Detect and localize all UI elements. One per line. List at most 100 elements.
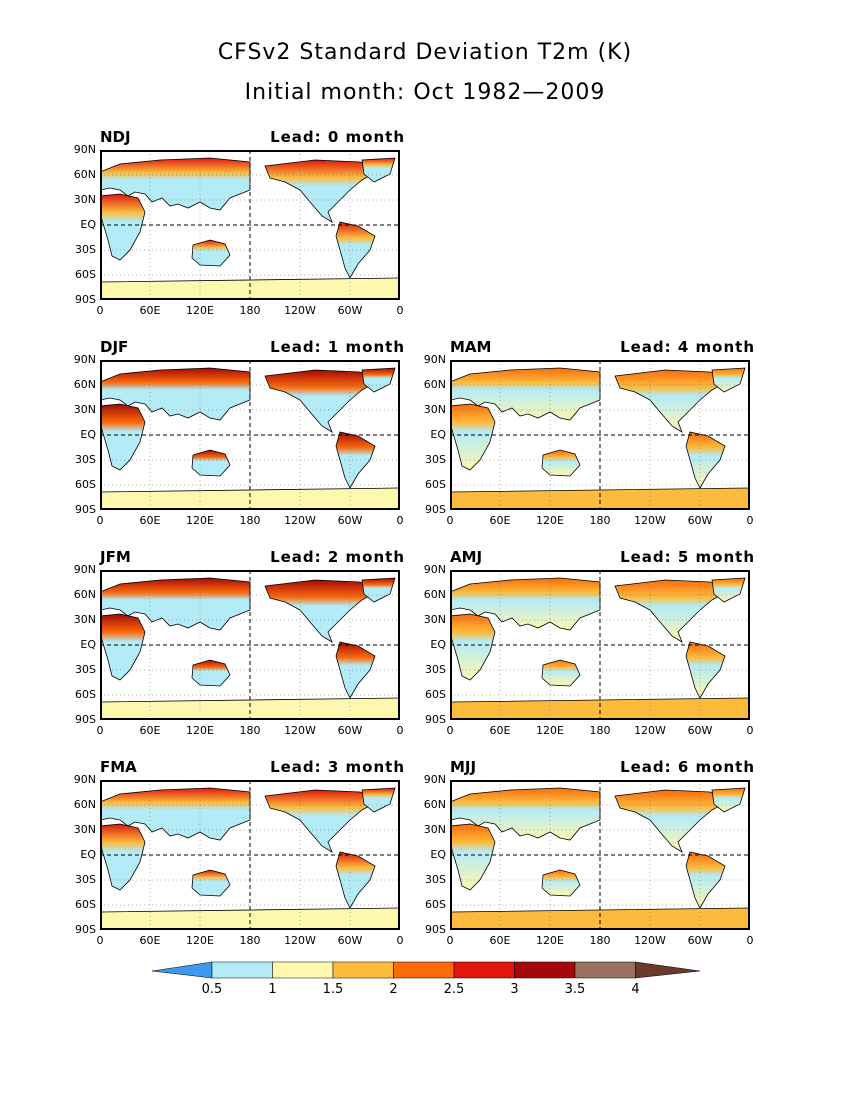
landmass-africa bbox=[452, 823, 496, 891]
landmass-namerica bbox=[614, 579, 731, 643]
y-tick-label: 60S bbox=[75, 688, 96, 701]
y-tick-label: 30N bbox=[423, 823, 446, 836]
colorbar-segment bbox=[332, 961, 394, 979]
x-tick-label: 180 bbox=[239, 514, 261, 527]
landmass-australia bbox=[191, 659, 231, 687]
panel-lead-label: Lead: 2 month bbox=[270, 548, 405, 566]
y-tick-label: 90N bbox=[423, 773, 446, 786]
colorbar-right-extension bbox=[635, 961, 701, 979]
x-tick-label: 0 bbox=[746, 724, 754, 737]
panel-header: FMA Lead: 3 month bbox=[100, 758, 405, 778]
x-tick-label: 180 bbox=[589, 724, 611, 737]
landmass-eurasia bbox=[102, 577, 251, 631]
landmass-africa bbox=[452, 403, 496, 471]
colorbar-tick-label: 3.5 bbox=[564, 982, 586, 997]
landmass-namerica bbox=[264, 369, 381, 433]
y-tick-label: 90S bbox=[425, 713, 446, 726]
y-tick-label: 60S bbox=[425, 898, 446, 911]
x-tick-label: 60E bbox=[139, 724, 161, 737]
y-tick-label: 90N bbox=[73, 563, 96, 576]
map-plot-area bbox=[450, 360, 750, 510]
x-tick-label: 120E bbox=[536, 724, 564, 737]
y-tick-label: 90N bbox=[423, 563, 446, 576]
landmass-antarctica bbox=[102, 277, 398, 298]
x-tick-label: 60W bbox=[337, 934, 363, 947]
x-tick-label: 120E bbox=[186, 304, 214, 317]
landmass-samerica bbox=[335, 221, 376, 279]
landmass-africa bbox=[102, 823, 146, 891]
y-tick-label: 90N bbox=[73, 773, 96, 786]
y-tick-label: 30S bbox=[75, 663, 96, 676]
landmass-australia bbox=[191, 869, 231, 897]
panel-header: NDJ Lead: 0 month bbox=[100, 128, 405, 148]
y-tick-label: 60S bbox=[75, 478, 96, 491]
colorbar-tick-label: 0.5 bbox=[201, 982, 223, 997]
landmass-eurasia bbox=[452, 787, 601, 841]
colorbar-segment bbox=[453, 961, 515, 979]
y-tick-label: 30S bbox=[75, 243, 96, 256]
x-tick-label: 60E bbox=[139, 934, 161, 947]
y-tick-label: 60N bbox=[73, 798, 96, 811]
x-tick-label: 60W bbox=[687, 724, 713, 737]
panel-season-label: MJJ bbox=[450, 758, 477, 776]
x-tick-label: 120E bbox=[186, 934, 214, 947]
x-tick-label: 0 bbox=[446, 724, 454, 737]
y-tick-label: 90N bbox=[423, 353, 446, 366]
x-tick-label: 0 bbox=[396, 724, 404, 737]
colorbar-left-extension bbox=[151, 961, 213, 979]
y-tick-label: EQ bbox=[430, 848, 446, 861]
y-tick-label: 60N bbox=[423, 378, 446, 391]
figure-title: CFSv2 Standard Deviation T2m (K) bbox=[217, 40, 633, 65]
panel-header: DJF Lead: 1 month bbox=[100, 338, 405, 358]
landmass-eurasia bbox=[452, 577, 601, 631]
landmass-namerica bbox=[264, 579, 381, 643]
x-tick-label: 120E bbox=[186, 514, 214, 527]
landmass-greenland bbox=[361, 787, 396, 813]
x-tick-label: 120E bbox=[186, 724, 214, 737]
y-tick-label: 60N bbox=[73, 588, 96, 601]
landmass-namerica bbox=[264, 789, 381, 853]
map-panel: JFM Lead: 2 month 90N 60N 30N EQ 30S 60S 90S 0 60E… bbox=[74, 548, 404, 737]
landmass-eurasia bbox=[102, 367, 251, 421]
y-tick-label: EQ bbox=[430, 428, 446, 441]
x-tick-label: 0 bbox=[746, 514, 754, 527]
map-panel: FMA Lead: 3 month 90N 60N 30N EQ 30S 60S 90S 0 60E… bbox=[74, 758, 404, 947]
x-tick-label: 0 bbox=[396, 934, 404, 947]
map-plot-area bbox=[450, 780, 750, 930]
x-tick-label: 60E bbox=[139, 514, 161, 527]
x-tick-label: 120E bbox=[536, 934, 564, 947]
x-tick-label: 0 bbox=[96, 304, 104, 317]
landmass-antarctica bbox=[452, 487, 748, 508]
y-tick-label: EQ bbox=[80, 428, 96, 441]
map-plot-area bbox=[100, 570, 400, 720]
y-tick-label: 30S bbox=[425, 663, 446, 676]
x-tick-label: 60W bbox=[337, 514, 363, 527]
colorbar-tick-label: 2 bbox=[389, 982, 398, 997]
x-tick-label: 60W bbox=[337, 304, 363, 317]
y-tick-label: 30N bbox=[73, 193, 96, 206]
map-svg bbox=[102, 782, 398, 928]
y-tick-label: 60N bbox=[73, 378, 96, 391]
x-tick-label: 120W bbox=[634, 934, 666, 947]
panel-header: JFM Lead: 2 month bbox=[100, 548, 405, 568]
y-tick-label: 30N bbox=[73, 403, 96, 416]
colorbar-segment bbox=[393, 961, 455, 979]
y-tick-label: EQ bbox=[80, 218, 96, 231]
landmass-australia bbox=[541, 659, 581, 687]
y-tick-label: 60S bbox=[75, 898, 96, 911]
landmass-africa bbox=[452, 613, 496, 681]
landmass-greenland bbox=[711, 787, 746, 813]
landmass-australia bbox=[541, 449, 581, 477]
map-panel: DJF Lead: 1 month 90N 60N 30N EQ 30S 60S 90S 0 60E… bbox=[74, 338, 404, 527]
landmass-eurasia bbox=[102, 787, 251, 841]
panel-season-label: MAM bbox=[450, 338, 492, 356]
y-tick-label: EQ bbox=[430, 638, 446, 651]
y-tick-label: EQ bbox=[80, 848, 96, 861]
landmass-samerica bbox=[685, 851, 726, 909]
landmass-australia bbox=[541, 869, 581, 897]
x-tick-label: 0 bbox=[446, 514, 454, 527]
colorbar-segment bbox=[574, 961, 636, 979]
y-tick-label: 90S bbox=[75, 503, 96, 516]
colorbar-tick-label: 4 bbox=[631, 982, 640, 997]
panel-season-label: AMJ bbox=[450, 548, 483, 566]
